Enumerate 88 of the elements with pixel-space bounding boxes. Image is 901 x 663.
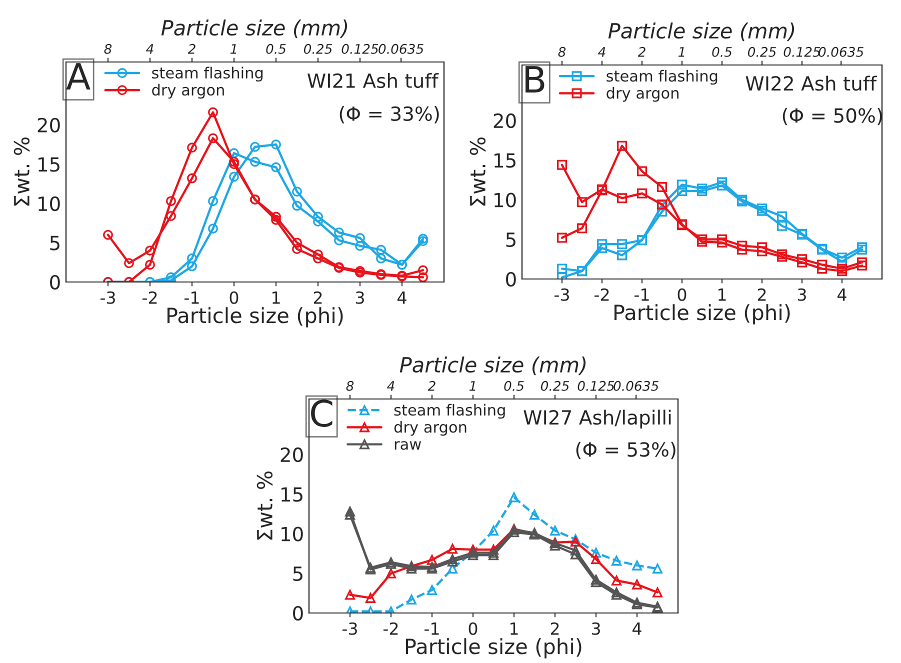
x-axis-title: Particle size (phi) [168, 307, 343, 328]
y-tick-label: 20 [494, 113, 516, 128]
x-tick-label: -1 [184, 292, 199, 304]
x2-tick-label: 4 [387, 381, 394, 391]
x-tick-label: 0 [468, 622, 478, 635]
legend-label: dry argon [606, 86, 678, 102]
x2-axis-title: Particle size (mm) [161, 20, 348, 38]
x-tick-label: -1 [424, 622, 439, 635]
legend-label: raw [394, 441, 422, 450]
x2-tick-label: 0.0635 [614, 380, 658, 391]
x-tick-label: -2 [384, 622, 398, 635]
x2-axis-title: Particle size (mm) [608, 22, 794, 42]
x-tick-label: 2 [314, 291, 322, 304]
y-axis-title: Σwt. % [470, 137, 486, 206]
x2-tick-label: 8 [104, 44, 112, 54]
x-tick-label: -3 [554, 288, 569, 301]
y-tick-label: 10 [282, 526, 303, 542]
x-tick-label: -2 [142, 291, 157, 304]
y-tick-label: 15 [494, 153, 516, 168]
y-tick-label: 0 [506, 272, 516, 287]
x2-tick-label: 4 [146, 44, 154, 54]
x2-tick-label: 0.5 [504, 380, 524, 391]
y-tick-label: 5 [50, 236, 60, 250]
x2-tick-label: 0.125 [784, 46, 820, 57]
annotation: (Φ = 33%) [340, 106, 439, 124]
x2-tick-label: 8 [558, 46, 566, 57]
y-tick-label: 0 [50, 274, 60, 290]
x2-tick-label: 0.25 [540, 380, 569, 391]
x2-tick-label: 0.125 [578, 380, 614, 391]
x2-tick-label: 2 [638, 46, 646, 57]
x2-tick-label: 0.0635 [378, 44, 424, 54]
x-tick-label: 4 [398, 292, 406, 304]
y-tick-label: 10 [38, 196, 60, 212]
x-tick-label: -3 [100, 291, 115, 304]
x-tick-label: -2 [594, 288, 609, 301]
x2-tick-label: 0.25 [748, 46, 776, 57]
annotation: C [311, 400, 332, 427]
y-axis-title: Σwt. % [256, 471, 273, 540]
annotation: B [526, 66, 544, 92]
legend-label: dry argon [152, 84, 224, 99]
x-tick-label: 3 [592, 622, 600, 635]
legend-label: steam flashing [606, 70, 718, 85]
y-tick-label: 20 [280, 447, 303, 462]
x-tick-label: 4 [632, 622, 642, 635]
x2-tick-label: 1 [230, 44, 236, 54]
y-tick-label: 10 [494, 192, 516, 208]
y-tick-label: 5 [293, 566, 302, 582]
x-axis-title: Particle size (phi) [406, 638, 582, 658]
annotation: WI21 Ash tuff [308, 73, 439, 88]
y-tick-label: 15 [38, 157, 60, 172]
annotation: A [66, 63, 90, 90]
x-tick-label: 4 [838, 288, 846, 301]
y-tick-label: 5 [506, 232, 516, 248]
y-tick-label: 0 [293, 606, 303, 621]
x2-tick-label: 2 [428, 380, 436, 391]
x-tick-label: -1 [634, 288, 649, 301]
x-tick-label: 2 [550, 622, 559, 635]
y-axis-title: Σwt. % [14, 137, 30, 206]
legend-label: steam flashing [152, 66, 263, 82]
x-tick-label: 0 [230, 291, 238, 304]
y-tick-label: 20 [38, 118, 60, 133]
x-tick-label: 3 [798, 288, 806, 301]
x2-tick-label: 1 [678, 47, 684, 57]
annotation: WI22 Ash tuff [746, 76, 877, 91]
annotation: (Φ = 53%) [576, 442, 676, 460]
y-tick-label: 15 [282, 487, 302, 502]
x-tick-label: 1 [510, 622, 518, 635]
x2-tick-label: 0.0635 [818, 46, 864, 57]
x2-tick-label: 0.25 [304, 44, 332, 54]
x-tick-label: 1 [272, 292, 280, 304]
x-tick-label: 3 [356, 291, 364, 304]
legend-label: dry argon [394, 420, 466, 436]
x2-tick-label: 2 [188, 44, 196, 54]
annotation: WI27 Ash/lapilli [524, 410, 671, 429]
x-tick-label: 0 [678, 288, 686, 301]
x-axis-title: Particle size (phi) [614, 304, 790, 324]
x2-tick-label: 0.5 [266, 44, 286, 54]
x2-axis-title: Particle size (mm) [400, 356, 586, 376]
annotation: (Φ = 50%) [782, 108, 882, 126]
x2-tick-label: 8 [346, 380, 354, 391]
x2-tick-label: 1 [469, 381, 476, 391]
x-tick-label: -3 [342, 622, 357, 635]
legend-label: steam flashing [394, 404, 505, 419]
x2-tick-label: 4 [598, 47, 606, 57]
x2-tick-label: 0.5 [712, 46, 732, 57]
x2-tick-label: 0.125 [342, 44, 378, 54]
x-tick-label: 2 [758, 288, 766, 301]
x-tick-label: 1 [718, 288, 726, 301]
